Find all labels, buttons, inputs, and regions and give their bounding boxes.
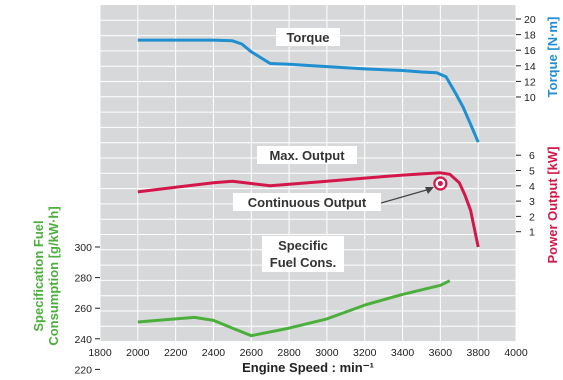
fuel-annotation-line1: Specific	[278, 238, 328, 253]
continuous-output-arrowhead	[425, 187, 434, 194]
torque-tick-label: 14	[524, 61, 536, 73]
x-tick-label: 2200	[164, 347, 188, 359]
continuous-output-marker	[433, 176, 448, 191]
torque-curve	[137, 38, 480, 143]
torque-tick-label: 18	[524, 30, 536, 42]
fuel-consumption-curve	[137, 279, 451, 338]
fuel-tick-label: 260	[74, 303, 92, 315]
continuous-output-dot	[437, 181, 443, 187]
torque-tick-label: 10	[524, 92, 536, 104]
fuel-tick-label: 280	[74, 273, 92, 285]
torque-tick-label: 20	[524, 14, 536, 26]
max-output-annotation-text: Max. Output	[269, 148, 345, 163]
torque-tick-label: 16	[524, 45, 536, 57]
power-tick-label: 4	[529, 181, 535, 193]
torque-tick-labels: 10 12 14 16 18 20	[516, 14, 536, 104]
fuel-tick-labels: 220 240 260 280 300	[74, 242, 100, 376]
fuel-tick-label: 300	[74, 242, 92, 254]
x-tick-label: 3600	[429, 347, 453, 359]
fuel-axis-label-line1: Specification Fuel	[31, 220, 46, 331]
x-tick-label: 1800	[88, 347, 112, 359]
x-tick-label: 3400	[391, 347, 415, 359]
x-tick-label: 2000	[126, 347, 150, 359]
x-tick-label: 2800	[277, 347, 301, 359]
x-tick-label: 2600	[240, 347, 264, 359]
x-axis-label: Engine Speed : min⁻¹	[242, 360, 374, 375]
torque-axis-label: Torque [N·m]	[545, 17, 560, 98]
power-tick-label: 3	[529, 196, 535, 208]
fuel-axis-label-line2: Consumption [g/kW·h]	[46, 206, 61, 345]
fuel-annotation-line2: Fuel Cons.	[270, 255, 336, 270]
power-tick-label: 5	[529, 166, 535, 178]
power-tick-label: 6	[529, 150, 535, 162]
power-tick-label: 1	[529, 227, 535, 239]
continuous-output-annotation: Continuous Output	[233, 187, 434, 211]
torque-tick-label: 12	[524, 76, 536, 88]
fuel-tick-label: 240	[74, 334, 92, 346]
x-tick-label: 4000	[504, 347, 528, 359]
fuel-annotation: Specific Fuel Cons.	[262, 236, 344, 272]
x-tick-labels: 1800 2000 2200 2400 2600 2800 3000 3200 3400 3600…	[88, 347, 528, 359]
power-tick-label: 2	[529, 211, 535, 223]
x-tick-label: 2400	[202, 347, 226, 359]
x-tick-label: 3000	[315, 347, 339, 359]
max-output-curve	[137, 171, 480, 248]
continuous-output-leader	[380, 188, 431, 204]
power-axis-label: Power Output [kW]	[545, 147, 560, 264]
x-tick-label: 3800	[467, 347, 491, 359]
torque-annotation-text: Torque	[286, 30, 329, 45]
continuous-output-annotation-text: Continuous Output	[248, 195, 367, 210]
max-output-annotation: Max. Output	[257, 146, 357, 164]
fuel-tick-label: 220	[74, 364, 92, 376]
x-tick-label: 3200	[353, 347, 377, 359]
torque-annotation: Torque	[276, 28, 340, 46]
power-tick-labels: 1 2 3 4 5 6	[516, 150, 535, 239]
